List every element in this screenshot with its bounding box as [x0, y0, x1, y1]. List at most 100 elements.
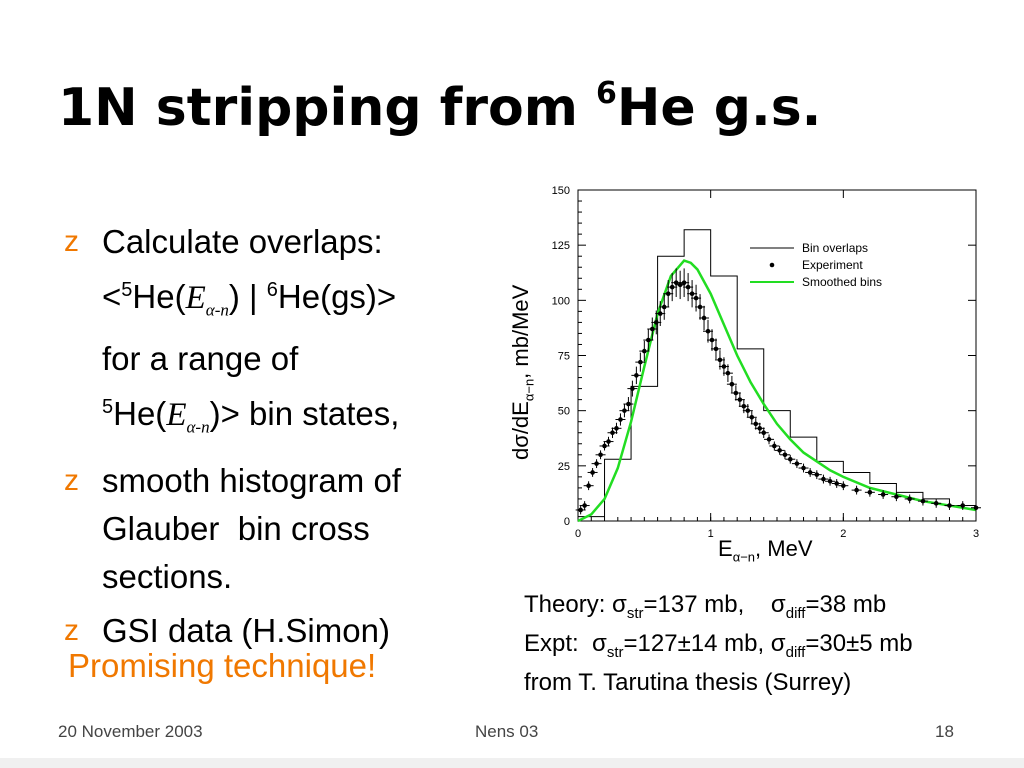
experiment-point — [753, 421, 759, 427]
experiment-point — [807, 470, 813, 475]
experiment-point — [689, 291, 695, 297]
experiment-point — [894, 494, 899, 500]
experiment-point — [827, 478, 833, 484]
title-tail: He g.s. — [616, 78, 822, 138]
cross-section-chart: 0 25 50 75 100 125 150 0 1 2 3 Bin overlaps Experime… — [552, 185, 981, 540]
bullet1-line3: for a range of — [102, 339, 299, 377]
text-segment: Theory: σ — [524, 591, 627, 618]
y-tick-label: 150 — [552, 185, 570, 197]
text-segment: =137 mb, σ — [643, 591, 786, 618]
bullet-icon: z — [64, 225, 79, 258]
experiment-point — [814, 472, 820, 477]
italic-e: E — [185, 280, 206, 316]
text-segment: He( — [132, 278, 186, 315]
subscript: diff — [785, 643, 806, 661]
footer-conference: Nens 03 — [475, 722, 539, 741]
footer-date: 20 November 2003 — [58, 722, 203, 741]
bullet2-line1: smooth histogram of — [102, 462, 401, 500]
bullet-icon: z — [64, 464, 79, 498]
caption-source: from T. Tarutina thesis (Surrey) — [524, 668, 852, 696]
y-tick-label: 125 — [552, 240, 570, 252]
experiment-point — [766, 437, 772, 442]
text-segment: He(gs)> — [277, 278, 397, 315]
experiment-point — [713, 346, 719, 352]
xlabel-main: E — [718, 536, 733, 561]
bullet1-line1: Calculate overlaps: — [102, 223, 383, 260]
ylabel-sub: α−n — [521, 378, 537, 402]
experiment-point — [761, 430, 767, 436]
bullet3-line1: GSI data (H.Simon) — [102, 612, 390, 650]
experiment-point — [841, 483, 846, 488]
experiment-point — [721, 364, 727, 369]
subscript: α-n — [186, 417, 210, 437]
experiment-point — [590, 470, 595, 475]
experiment-point — [622, 408, 627, 413]
xlabel-tail: , MeV — [755, 536, 813, 561]
legend-swatch-experiment — [769, 262, 775, 268]
bullet1-line4: 5He(Eα-n)> bin states, — [102, 383, 492, 452]
chart-caption: Theory: σstr=137 mb, σdiff=38 mb Expt: σ… — [524, 590, 913, 698]
chart-x-axis-label: Eα−n, MeV — [718, 536, 813, 564]
experiment-point — [594, 461, 599, 466]
y-tick-label: 100 — [552, 295, 570, 307]
experiment-point — [610, 430, 615, 436]
caption-theory: Theory: σstr=137 mb, σdiff=38 mb — [524, 590, 913, 629]
experiment-point — [673, 280, 679, 285]
experiment-point — [741, 403, 747, 409]
subscript: str — [606, 643, 624, 661]
experiment-point — [794, 461, 800, 466]
subscript: α-n — [205, 300, 229, 320]
superscript: 5 — [102, 395, 114, 418]
experiment-point — [681, 280, 687, 285]
experiment-point — [646, 337, 651, 343]
experiment-point — [733, 390, 739, 396]
bullet-item-overlaps: z Calculate overlaps: <5He(Eα-n) | 6He(g… — [62, 218, 492, 451]
bullet1-line2: <5He(Eα-n) | 6He(gs)> — [102, 266, 492, 335]
experiment-point — [745, 408, 751, 413]
bullet2-line2: Glauber bin cross — [102, 510, 370, 548]
legend-label-smoothed: Smoothed bins — [802, 275, 882, 289]
experiment-point — [642, 348, 647, 354]
experiment-point — [907, 496, 912, 502]
text-segment: =127±14 mb, σ — [623, 629, 786, 657]
experiment-point — [669, 284, 675, 290]
experiment-point — [606, 439, 611, 444]
promising-technique-text: Promising technique! — [68, 647, 377, 684]
experiment-point — [920, 498, 926, 504]
chart-y-axis-label: dσ/dEα−n, mb/MeV — [508, 285, 536, 460]
text-segment: =30±5 mb — [805, 629, 913, 657]
experiment-point — [933, 501, 939, 506]
experiment-point — [578, 507, 583, 513]
experiment-point — [821, 476, 826, 482]
experiment-point — [634, 373, 639, 378]
experiment-point — [729, 381, 735, 387]
experiment-point — [854, 487, 859, 493]
footer-page-number: 18 — [935, 722, 954, 741]
text-segment: He( — [113, 394, 167, 432]
experiment-point — [614, 426, 619, 431]
plot-frame — [577, 189, 977, 522]
experiment-point — [586, 483, 591, 488]
text-segment: )> bin states, — [209, 394, 400, 432]
experiment-point — [960, 503, 966, 508]
caption-experiment: Expt: σstr=127±14 mb, σdiff=30±5 mb — [524, 629, 913, 668]
experiment-point — [638, 359, 643, 365]
experiment-point — [626, 401, 631, 407]
experiment-point — [787, 456, 793, 462]
experiment-point — [782, 452, 788, 458]
superscript: 6 — [266, 279, 278, 301]
slide-title: 1N stripping from 6He g.s. — [58, 76, 822, 138]
experiment-point — [880, 492, 886, 497]
xlabel-sub: α−n — [732, 549, 756, 565]
histogram-bin-overlaps — [577, 229, 976, 521]
experiment-point — [693, 295, 699, 301]
ylabel-main: dσ/dE — [508, 401, 533, 460]
experiment-point — [657, 311, 663, 316]
y-tick-label: 25 — [558, 461, 570, 473]
experiment-point — [630, 386, 635, 391]
experiment-point — [947, 503, 952, 508]
x-tick-label: 1 — [708, 528, 714, 540]
experiment-point — [757, 426, 763, 431]
experiment-point — [705, 328, 711, 334]
experiment-point — [661, 304, 667, 310]
